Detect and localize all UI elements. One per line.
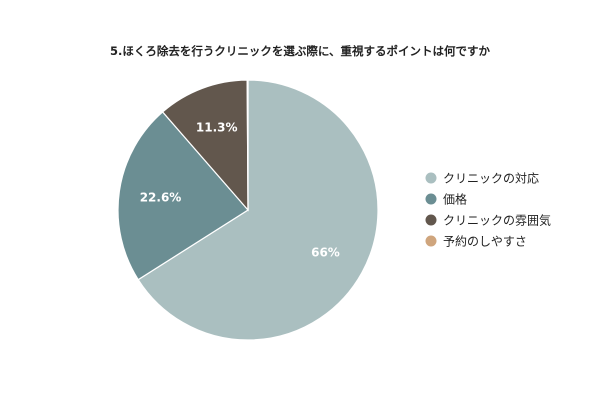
legend-swatch-3 xyxy=(425,214,437,226)
legend-swatch-1 xyxy=(425,172,437,184)
legend-label-2: 価格 xyxy=(443,192,467,207)
slice-label-2: 22.6% xyxy=(140,190,182,204)
pie-slice-1 xyxy=(137,79,379,341)
pie-slice-3 xyxy=(161,79,249,212)
slice-label-3: 11.3% xyxy=(196,120,238,134)
slice-label-1: 66% xyxy=(311,246,340,260)
legend-label-4: 予約のしやすさ xyxy=(443,234,527,249)
slice-labels: 66% 22.6% 11.3% xyxy=(140,120,340,259)
pie-slice-4 xyxy=(246,79,249,211)
pie-slices xyxy=(117,79,379,341)
legend-swatch-4 xyxy=(425,235,437,247)
chart-title: 5.ほくろ除去を行うクリニックを選ぶ際に、重視するポイントは何ですか xyxy=(110,44,491,58)
legend-label-1: クリニックの対応 xyxy=(443,172,539,186)
legend-swatch-2 xyxy=(425,193,437,205)
pie-slice-2 xyxy=(117,111,249,281)
legend-label-3: クリニックの雰囲気 xyxy=(443,213,551,228)
